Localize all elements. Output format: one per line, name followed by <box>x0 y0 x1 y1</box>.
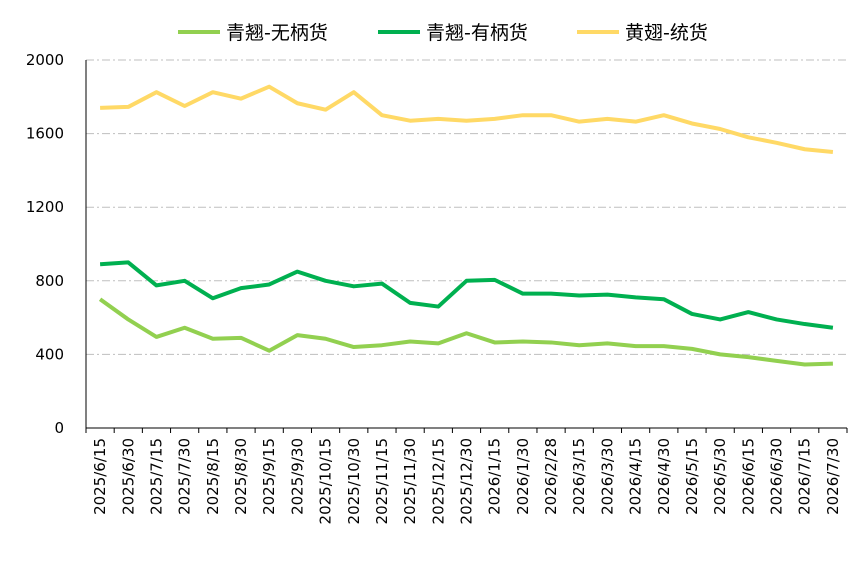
x-tick-label: 2025/9/15 <box>260 438 278 515</box>
x-tick-label: 2025/7/15 <box>147 438 165 515</box>
x-tick-label: 2025/10/15 <box>317 438 335 524</box>
series-line <box>99 260 834 330</box>
x-tick-label: 2026/5/15 <box>683 438 701 515</box>
y-tick-label: 0 <box>54 419 64 437</box>
x-tick-label: 2026/6/15 <box>739 438 757 515</box>
x-tick-label: 2025/6/15 <box>91 438 109 515</box>
y-tick-label: 400 <box>35 345 64 363</box>
x-tick-label: 2025/11/30 <box>401 438 419 524</box>
x-tick-label: 2026/1/15 <box>486 438 504 515</box>
x-tick-label: 2026/4/15 <box>627 438 645 515</box>
y-tick-label: 1200 <box>26 198 64 216</box>
legend-label: 青翘-无柄货 <box>226 22 328 44</box>
x-tick-label: 2025/6/30 <box>119 438 137 515</box>
y-tick-label: 800 <box>35 272 64 290</box>
y-tick-label: 1600 <box>26 125 64 143</box>
x-tick-label: 2026/3/15 <box>570 438 588 515</box>
x-tick-label: 2026/1/30 <box>514 438 532 515</box>
x-tick-label: 2025/11/15 <box>373 438 391 524</box>
x-tick-label: 2026/6/30 <box>768 438 786 515</box>
x-tick-label: 2025/10/30 <box>345 438 363 524</box>
series-line <box>98 297 833 367</box>
x-tick-label: 2026/7/15 <box>796 438 814 515</box>
x-tick-label: 2026/4/30 <box>655 438 673 515</box>
series-line <box>100 84 834 154</box>
x-tick-label: 2025/12/30 <box>458 438 476 524</box>
legend-label: 黄翅-统货 <box>625 22 708 44</box>
y-tick-label: 2000 <box>26 51 64 69</box>
x-tick-label: 2025/8/15 <box>204 438 222 515</box>
x-tick-label: 2026/5/30 <box>711 438 729 515</box>
legend-label: 青翘-有柄货 <box>426 22 528 44</box>
x-tick-label: 2026/2/28 <box>542 438 560 515</box>
x-tick-label: 2025/12/15 <box>429 438 447 524</box>
x-tick-label: 2025/8/30 <box>232 438 250 515</box>
x-tick-label: 2026/3/30 <box>598 438 616 515</box>
x-tick-label: 2025/7/30 <box>176 438 194 515</box>
x-tick-label: 2026/7/30 <box>824 438 842 515</box>
x-tick-label: 2025/9/30 <box>288 438 306 515</box>
